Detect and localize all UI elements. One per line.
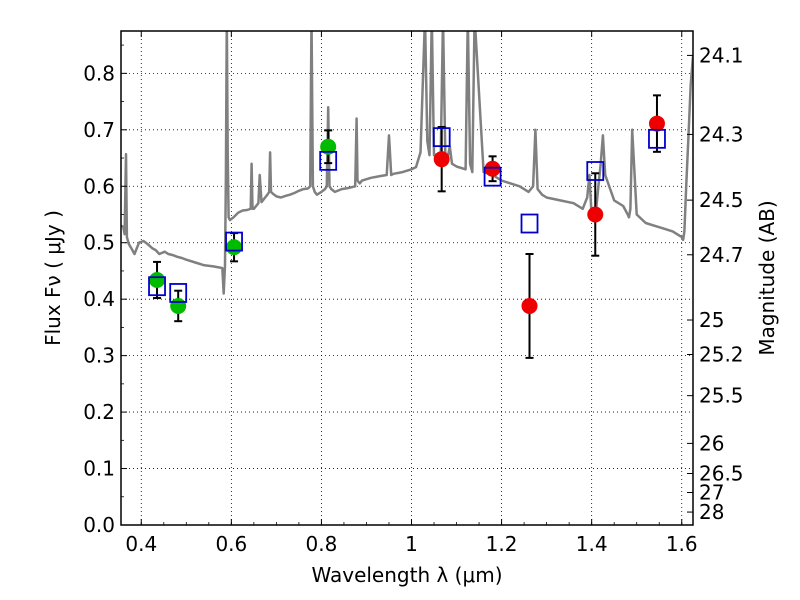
x-tick-label: 1	[405, 532, 418, 556]
x-tick-label: 1.6	[666, 532, 698, 556]
axis-ticks: 0.4 0.6 0.8 1 1.2 1.4 1.6 0.0 0.1 0.2 0.3 0.4 0.5 0.6…	[83, 31, 744, 556]
model-photometry-square	[520, 213, 539, 234]
mag-tick-label: 24.1	[699, 43, 744, 67]
mag-tick-label: 27	[699, 481, 724, 505]
mag-tick-label: 24.3	[699, 122, 744, 146]
mag-tick-label: 25.2	[699, 343, 744, 367]
model-photometry-square	[648, 128, 666, 149]
right-axis-label: Magnitude (AB)	[755, 200, 779, 355]
model-photometry-square	[483, 166, 502, 187]
model-photometry-square	[319, 150, 338, 171]
x-axis-label: Wavelength λ (μm)	[311, 563, 502, 587]
y-tick-label: 0.5	[83, 231, 115, 255]
x-tick-label: 0.6	[215, 532, 247, 556]
y-tick-label: 0.6	[83, 174, 115, 198]
model-photometry-square	[586, 161, 605, 181]
y-axis-label: Flux Fν ( μJy )	[41, 210, 65, 346]
x-tick-label: 1.4	[576, 532, 608, 556]
y-tick-label: 0.3	[83, 344, 115, 368]
x-tick-label: 1.2	[486, 532, 518, 556]
model-photometry-square	[225, 231, 243, 252]
y-tick-label: 0.1	[83, 457, 115, 481]
y-tick-label: 0.0	[83, 513, 115, 537]
mag-tick-label: 28	[699, 500, 724, 524]
ground-photometry-point	[226, 239, 243, 256]
plot-area	[121, 31, 693, 525]
y-tick-label: 0.2	[83, 400, 115, 424]
model-photometry-square	[432, 127, 451, 148]
space-photometry-point	[521, 297, 538, 314]
x-tick-label: 0.8	[306, 532, 338, 556]
ground-photometry-point	[170, 297, 187, 314]
plot-frame	[120, 30, 694, 526]
space-photometry-point	[484, 160, 501, 177]
mag-tick-label: 24.5	[699, 188, 744, 212]
space-photometry-point	[587, 206, 604, 223]
space-photometry-point	[648, 115, 665, 132]
space-photometry-point	[433, 151, 450, 168]
mag-tick-label: 25	[699, 308, 724, 332]
mag-tick-label: 25.5	[699, 384, 744, 408]
model-spectrum-line	[121, 31, 693, 295]
y-tick-label: 0.4	[83, 287, 115, 311]
y-tick-label: 0.8	[83, 61, 115, 85]
ground-photometry-point	[149, 271, 166, 288]
mag-tick-label: 26	[699, 431, 724, 455]
mag-tick-label: 26.5	[699, 462, 744, 486]
model-photometry-square	[169, 283, 188, 303]
model-photometry-square	[148, 276, 166, 297]
y-tick-label: 0.7	[83, 118, 115, 142]
ground-photometry-point	[320, 138, 337, 155]
mag-tick-label: 24.7	[699, 243, 744, 267]
x-tick-label: 0.4	[125, 532, 157, 556]
data-points-layer	[148, 94, 666, 359]
model-spectrum-layer	[121, 31, 693, 295]
